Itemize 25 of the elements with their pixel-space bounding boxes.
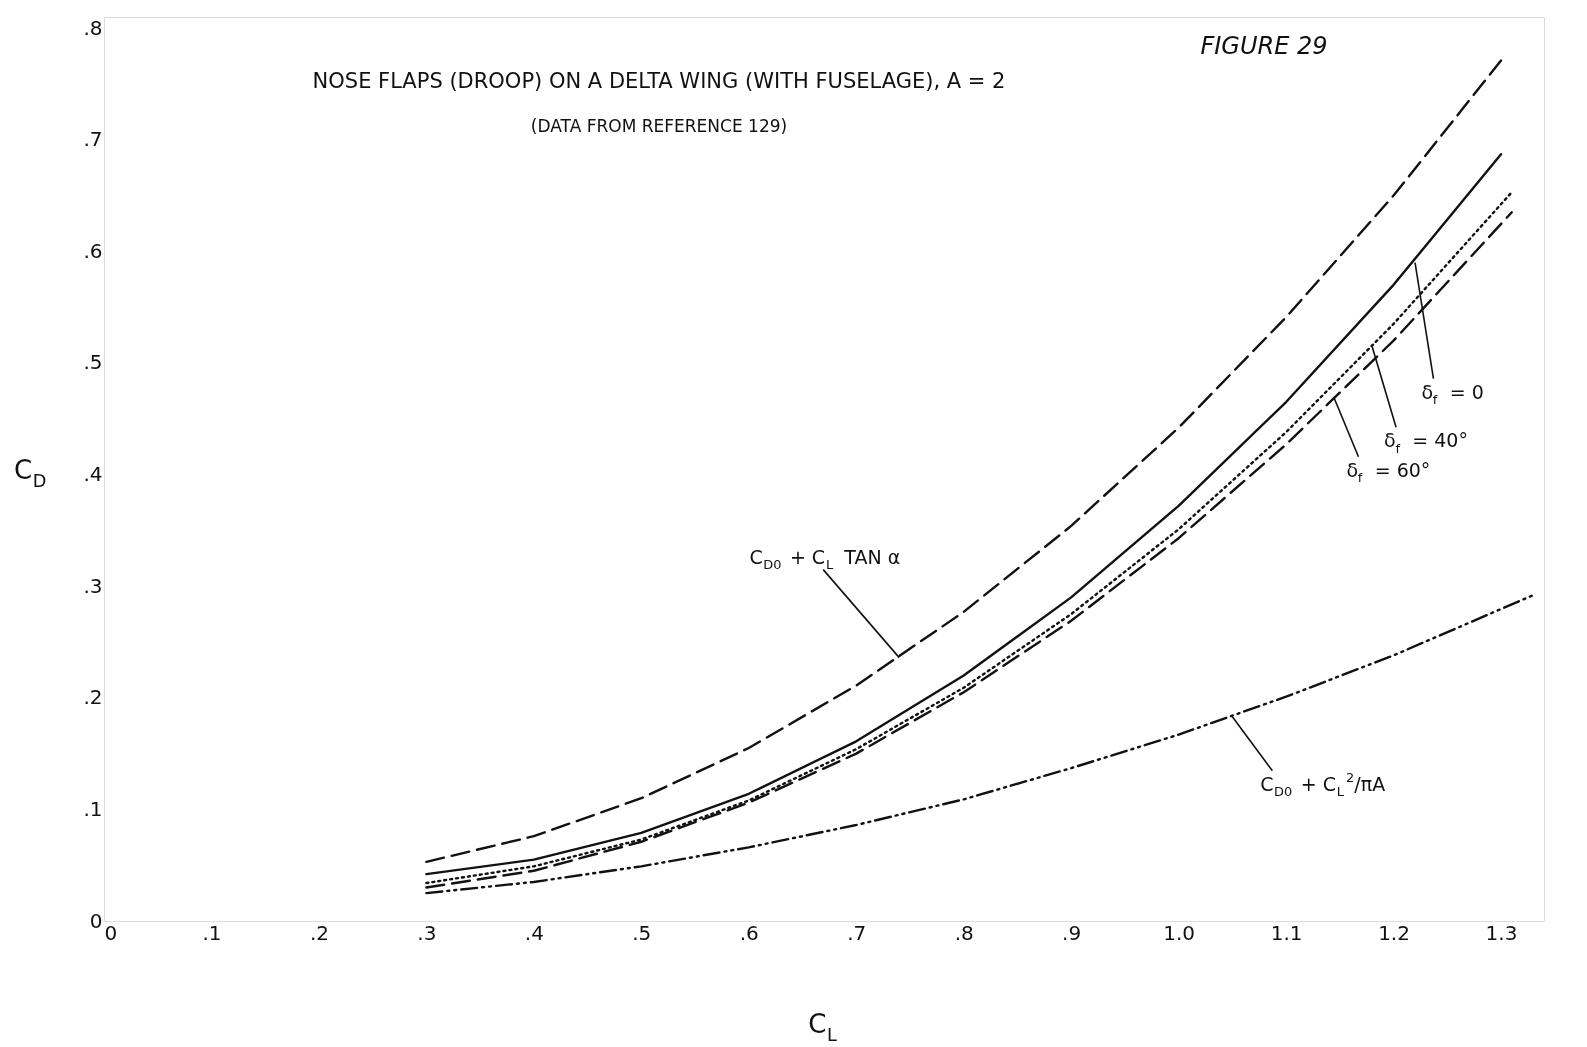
y-tick-label: .7 [83,127,103,152]
x-tick-label: 1.2 [1378,920,1410,945]
x-tick-label: .3 [417,920,437,945]
x-tick-label: .8 [954,920,974,945]
x-tick-label: .9 [1062,920,1082,945]
x-tick-label: 1.3 [1485,920,1518,945]
y-tick-label: .8 [83,15,103,40]
x-tick-label: .7 [847,920,867,945]
line-series [425,593,1535,895]
x-tick-label: .4 [524,920,544,945]
y-tick-label: .1 [83,796,103,821]
x-tick-label: .6 [739,920,759,945]
y-tick-label: .2 [83,685,103,710]
y-tick-label: .6 [83,238,103,263]
x-tick-label: .2 [309,920,329,945]
x-tick-label: .5 [632,920,652,945]
y-tick-label: .3 [83,573,103,598]
y-tick-label: .4 [83,462,103,487]
x-tick-label: .1 [202,920,222,945]
x-tick-label: 1.0 [1163,920,1196,945]
text: NOSE FLAPS (DROOP) ON A DELTA WING (WITH FUSELAGE), A = 2 [312,69,1006,93]
y-tick-label: .5 [83,350,103,375]
x-tick-label: 1.1 [1270,920,1303,945]
text: (DATA FROM REFERENCE 129) [530,116,788,136]
annotation: FIGURE 29 [1200,32,1328,60]
